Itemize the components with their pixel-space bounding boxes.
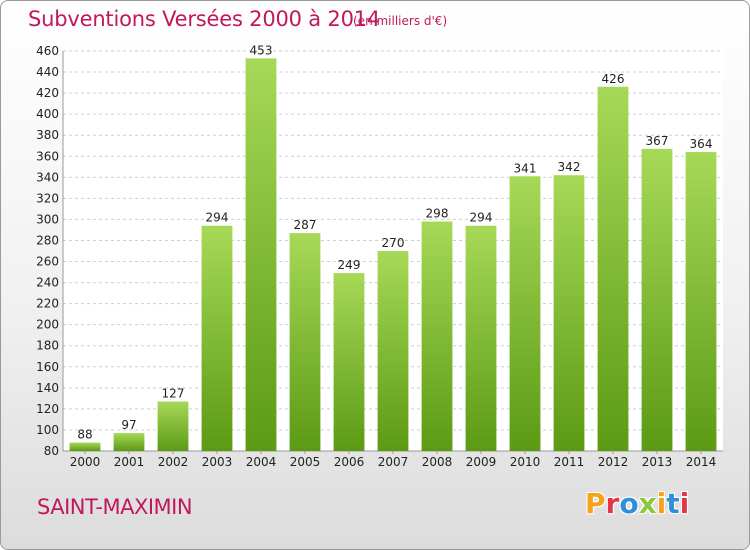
y-tick-label: 420 [36,86,59,100]
x-tick-label: 2010 [510,455,541,469]
bar [289,233,321,451]
y-tick-label: 200 [36,318,59,332]
x-axis: 2000 2001 2002 2003 2004 2005 2006 2007 2008 2009… [70,451,717,469]
bar [201,225,233,451]
y-tick-label: 360 [36,149,59,163]
y-tick-label: 260 [36,255,59,269]
x-tick-label: 2005 [290,455,321,469]
x-tick-label: 2004 [246,455,277,469]
bar-value-label: 367 [646,134,669,148]
logo-letter: t [666,487,680,520]
y-tick-label: 300 [36,212,59,226]
commune-name: SAINT-MAXIMIN [37,495,193,519]
y-tick-label: 400 [36,107,59,121]
bar-value-label: 294 [470,211,493,225]
value-labels: 88 97 127 294 453 287 249 270 298 294 341 342 426 367… [77,43,712,441]
x-tick-label: 2014 [686,455,717,469]
bar-value-label: 249 [338,258,361,272]
y-tick-label: 120 [36,402,59,416]
chart-title: Subventions Versées 2000 à 2014 [28,7,381,31]
y-tick-label: 320 [36,191,59,205]
bar-value-label: 88 [77,428,92,442]
bar [245,58,277,452]
y-tick-label: 220 [36,297,59,311]
y-tick-label: 380 [36,128,59,142]
x-tick-label: 2003 [202,455,233,469]
y-tick-label: 240 [36,276,59,290]
bars [69,58,717,452]
bar [113,433,145,451]
bar-value-label: 294 [206,211,229,225]
bar [509,176,541,451]
logo-letter: i [656,487,667,520]
x-tick-label: 2007 [378,455,409,469]
y-tick-label: 180 [36,339,59,353]
proxiti-logo: Proxiti [585,487,689,520]
bar [597,86,629,451]
bar [685,152,717,452]
x-tick-label: 2009 [466,455,497,469]
logo-letter: x [638,487,657,520]
logo-letter: P [585,487,606,520]
y-tick-label: 440 [36,65,59,79]
y-tick-label: 280 [36,233,59,247]
y-tick-label: 460 [36,44,59,58]
bar-value-label: 364 [690,137,713,151]
x-tick-label: 2006 [334,455,365,469]
y-axis: 80 100 120 140 160 180 200 220 240 260 280 300 320 34… [36,44,723,458]
bar-value-label: 97 [121,418,136,432]
bar [69,442,101,451]
x-tick-label: 2011 [554,455,585,469]
bar-value-label: 287 [294,218,317,232]
bar-value-label: 341 [514,161,537,175]
x-tick-label: 2000 [70,455,101,469]
y-tick-label: 340 [36,170,59,184]
bar [377,251,409,451]
y-tick-label: 80 [44,444,59,458]
bar [641,148,673,452]
bar [421,221,453,451]
bar-value-label: 453 [250,43,273,57]
y-tick-label: 160 [36,360,59,374]
bar [333,273,365,451]
chart-subtitle: (en milliers d'€) [353,14,448,28]
y-tick-label: 140 [36,381,59,395]
x-tick-label: 2008 [422,455,453,469]
x-tick-label: 2002 [158,455,189,469]
x-tick-label: 2012 [598,455,629,469]
bar-value-label: 270 [382,236,405,250]
bar-value-label: 127 [162,387,185,401]
bar [553,175,585,452]
bar-value-label: 298 [426,207,449,221]
bar [465,225,497,451]
bar [157,401,189,451]
x-tick-label: 2013 [642,455,673,469]
logo-letter: r [605,487,620,520]
logo-letter: o [619,487,639,520]
bar-value-label: 426 [602,72,625,86]
logo-letter: i [679,487,690,520]
x-tick-label: 2001 [114,455,145,469]
bar-value-label: 342 [558,160,581,174]
y-tick-label: 100 [36,423,59,437]
